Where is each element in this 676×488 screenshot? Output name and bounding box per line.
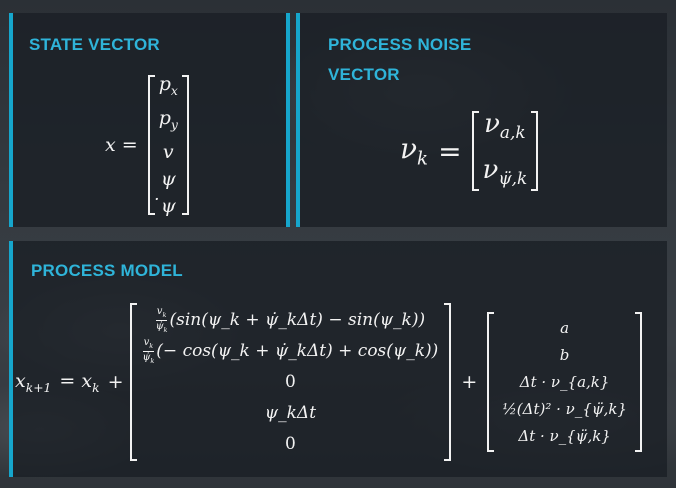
model-noise-matrix: a b Δt · ν_{a,k} ½(Δt)² · ν_{ψ̈,k} Δt · … <box>494 315 635 450</box>
frac-v-over-psidot: vk ψ̇k <box>142 337 155 365</box>
right-bracket <box>634 312 642 452</box>
left-bracket <box>487 312 495 452</box>
state-vector-title: STATE VECTOR <box>29 35 160 54</box>
model-row-5: 0 <box>284 433 296 454</box>
model-plus-1: + <box>107 371 124 393</box>
state-entry-psi: ψ <box>160 167 176 190</box>
process-model-panel: PROCESS MODEL xk+1 = xk + vk ψ̇k (sin(ψ_k … <box>9 241 667 477</box>
left-bracket <box>471 111 479 192</box>
noise-entry-psi-ddot: νψ̈,k <box>482 155 528 189</box>
state-vector-lhs: x = <box>105 134 138 157</box>
process-noise-title-line2: VECTOR <box>328 65 400 84</box>
noise-equals: = <box>438 134 462 168</box>
model-row-4: ψ_kΔt <box>264 402 317 423</box>
right-bracket <box>531 111 539 192</box>
state-vector-panel: STATE VECTOR x = px py v ψ ̇ψ <box>9 13 290 227</box>
model-matrix-1: vk ψ̇k (sin(ψ_k + ψ̇_kΔt) − sin(ψ_k)) vk ψ̇… <box>137 305 445 460</box>
state-vector-entries: px py v ψ ̇ψ <box>155 71 182 220</box>
noise-vector-equation: νk = νa,k νψ̈,k <box>400 105 539 197</box>
model-row-3: 0 <box>284 371 296 392</box>
noise-row-4: ½(Δt)² · ν_{ψ̈,k} <box>502 399 627 418</box>
model-rhs-xk: = xk <box>59 369 100 395</box>
process-model-title: PROCESS MODEL <box>31 261 183 280</box>
state-entry-psi-dot: ̇ψ <box>160 194 176 217</box>
model-row-2: vk ψ̇k (− cos(ψ_k + ψ̇_kΔt) + cos(ψ_k)) <box>142 337 439 365</box>
state-entry-v: v <box>162 140 174 163</box>
noise-row-2: b <box>559 345 570 364</box>
model-plus-2: + <box>461 371 478 393</box>
right-bracket <box>181 75 189 216</box>
process-noise-panel: PROCESS NOISE VECTOR νk = νa,k νψ̈,k <box>296 13 667 227</box>
noise-entry-a: νa,k <box>484 109 526 143</box>
model-lhs: xk+1 <box>15 369 52 395</box>
noise-row-3: Δt · ν_{a,k} <box>519 372 610 391</box>
state-vector-equation: x = px py v ψ ̇ψ <box>105 71 189 220</box>
state-entry-py: py <box>158 106 178 132</box>
noise-lhs: νk <box>400 132 429 170</box>
state-entry-px: px <box>158 73 178 98</box>
frac-v-over-psidot: vk ψ̇k <box>155 306 168 334</box>
model-row-1: vk ψ̇k (sin(ψ_k + ψ̇_kΔt) − sin(ψ_k)) <box>155 306 426 334</box>
process-model-equation: xk+1 = xk + vk ψ̇k (sin(ψ_k + ψ̇_kΔt) − si… <box>15 303 642 461</box>
right-bracket <box>444 303 452 461</box>
noise-row-5: Δt · ν_{ψ̈,k} <box>518 426 611 445</box>
left-bracket <box>129 303 137 461</box>
left-bracket <box>147 75 155 216</box>
process-noise-title-line1: PROCESS NOISE <box>328 35 472 54</box>
noise-vector-entries: νa,k νψ̈,k <box>479 105 532 197</box>
noise-row-1: a <box>560 318 570 337</box>
